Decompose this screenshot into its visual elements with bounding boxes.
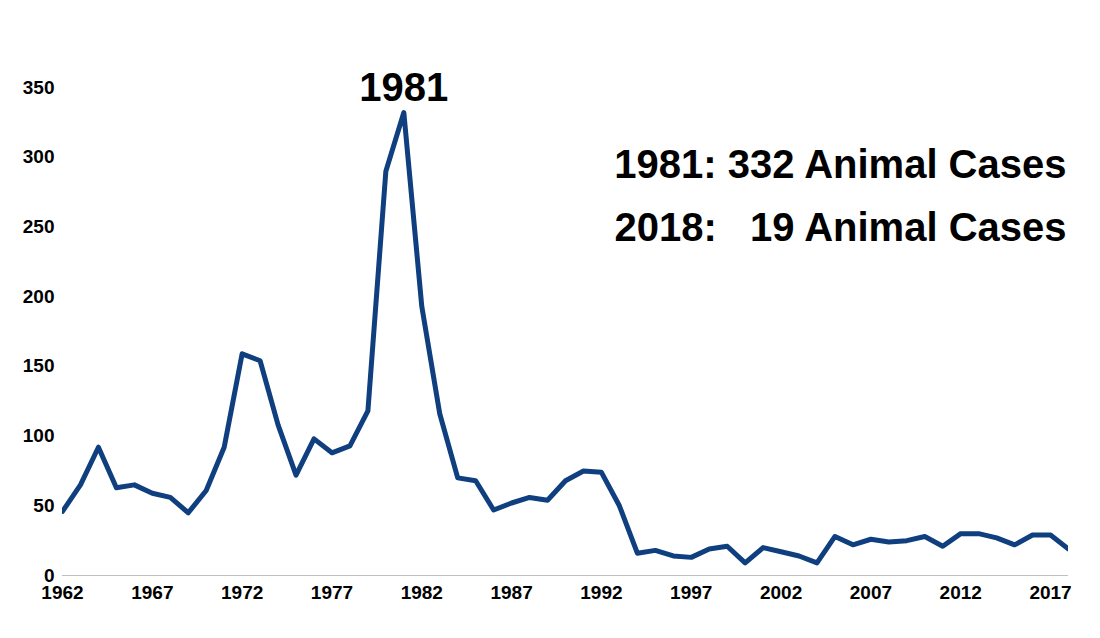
- svg-text:50: 50: [33, 495, 54, 516]
- svg-text:1992: 1992: [580, 582, 622, 603]
- svg-text:200: 200: [23, 286, 55, 307]
- svg-text:350: 350: [23, 77, 55, 98]
- svg-text:1987: 1987: [490, 582, 532, 603]
- svg-text:1967: 1967: [131, 582, 173, 603]
- svg-text:2002: 2002: [760, 582, 802, 603]
- svg-text:1981: 1981: [359, 65, 448, 109]
- svg-text:1997: 1997: [670, 582, 712, 603]
- svg-text:2012: 2012: [940, 582, 982, 603]
- svg-text:2017: 2017: [1029, 582, 1071, 603]
- svg-text:1982: 1982: [401, 582, 443, 603]
- svg-text:300: 300: [23, 146, 55, 167]
- svg-text:1981: 332 Animal Cases: 1981: 332 Animal Cases: [614, 142, 1066, 186]
- svg-text:250: 250: [23, 216, 55, 237]
- svg-text:150: 150: [23, 355, 55, 376]
- svg-text:2007: 2007: [850, 582, 892, 603]
- svg-text:2018: 19 Animal Cases: 2018: 19 Animal Cases: [614, 205, 1066, 249]
- svg-text:0: 0: [44, 565, 55, 586]
- svg-text:1962: 1962: [41, 582, 84, 603]
- svg-text:1972: 1972: [221, 582, 263, 603]
- svg-text:100: 100: [23, 425, 55, 446]
- svg-text:1977: 1977: [311, 582, 353, 603]
